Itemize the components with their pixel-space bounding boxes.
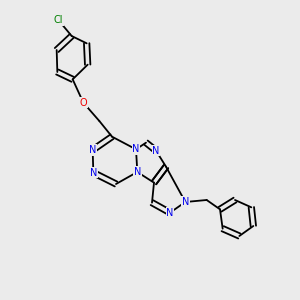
Text: Cl: Cl [54,15,63,25]
Text: N: N [132,144,140,154]
Text: N: N [134,167,141,177]
Text: N: N [90,168,97,178]
Text: N: N [152,146,160,156]
Text: O: O [80,98,87,108]
Text: N: N [166,208,174,218]
Text: N: N [182,197,189,207]
Text: N: N [89,145,96,155]
